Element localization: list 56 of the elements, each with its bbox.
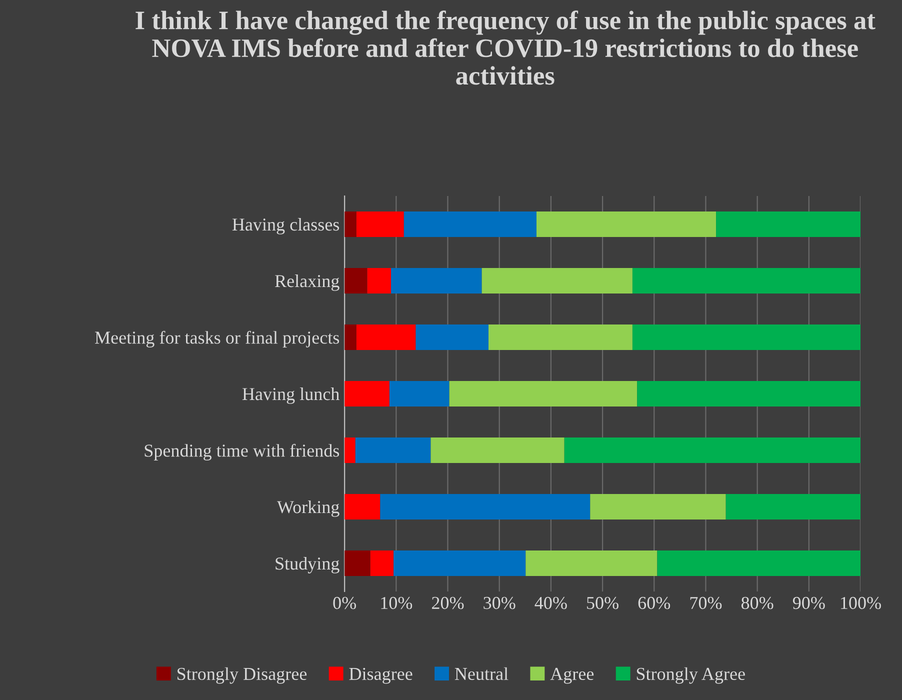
bar (391, 268, 482, 294)
x-tick-label: 20% (432, 596, 464, 610)
bar (356, 212, 404, 237)
legend-label: Disagree (349, 668, 412, 684)
bar (482, 268, 632, 294)
bar (344, 438, 356, 463)
y-tick-label: Having classes (232, 218, 340, 234)
y-tick-label: Studying (276, 556, 340, 574)
bar (526, 550, 658, 576)
bar (637, 381, 861, 406)
bar (488, 324, 632, 350)
bar (344, 324, 356, 350)
x-tick-label: 40% (534, 596, 567, 610)
x-tick-label: 60% (638, 596, 670, 610)
legend-label: Strongly Agree (636, 667, 745, 684)
bar (416, 324, 489, 350)
bar (590, 494, 726, 520)
bar (632, 324, 861, 350)
x-tick-label: 70% (690, 596, 722, 610)
bar (370, 550, 394, 576)
bar (344, 212, 356, 237)
legend-label: Neutral (454, 667, 508, 680)
x-tick-label: 90% (792, 596, 825, 610)
y-tick-label: Having lunch (242, 387, 340, 404)
bar (380, 494, 590, 520)
y-tick-label: Meeting for tasks or final projects (95, 330, 340, 348)
bar (394, 550, 526, 576)
bar (564, 438, 861, 463)
y-tick-label: Working (276, 500, 340, 517)
bar (726, 494, 861, 520)
y-tick-label: Relaxing (275, 274, 340, 291)
x-tick-label: 10% (381, 596, 412, 610)
x-tick-label: 50% (587, 596, 618, 610)
x-tick-label: 80% (741, 596, 774, 610)
bar (355, 438, 431, 463)
bar (367, 268, 391, 294)
bar (536, 212, 716, 237)
bar (632, 268, 861, 294)
legend-label: Strongly Disagree (178, 667, 307, 684)
bar (344, 550, 370, 576)
x-tick-label: 0% (333, 596, 356, 610)
bar (404, 212, 536, 237)
chart-title: I think I have changed the frequency of use in the public spaces at NOVA IMS before and after COVID-19 restrictions to do these activities (136, 10, 876, 85)
y-tick-label: Spending time with friends (144, 444, 340, 460)
bar (344, 268, 368, 294)
legend-label: Agree (550, 668, 594, 684)
x-tick-label: 30% (484, 596, 516, 610)
bar (449, 381, 638, 406)
bar (344, 494, 380, 520)
bar (430, 438, 564, 463)
bar (344, 381, 390, 406)
bar (356, 324, 416, 350)
bar (389, 381, 450, 406)
bar (657, 550, 861, 576)
x-tick-label: 100% (841, 596, 881, 610)
bar (716, 212, 861, 237)
